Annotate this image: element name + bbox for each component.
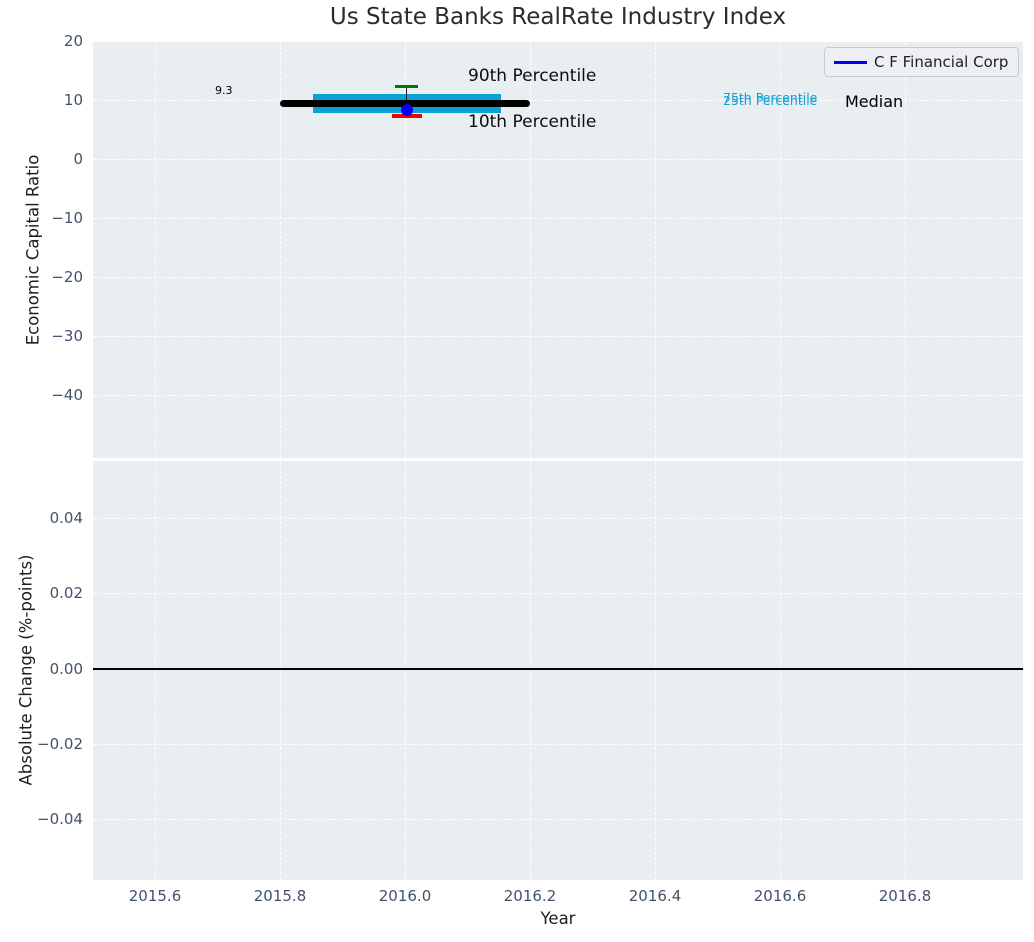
gridline-x-2016.4 (655, 461, 656, 880)
x-axis-label: Year (540, 909, 576, 928)
gridline-y-−10 (93, 217, 1023, 219)
x-tick-label: 2016.6 (753, 887, 807, 905)
bottom-axes (93, 461, 1023, 880)
annotation-90th-percentile: 90th Percentile (468, 66, 597, 86)
y-tick-label-bottom: −0.04 (37, 810, 83, 829)
y-tick-label-bottom: 0.02 (49, 584, 83, 603)
annotation-median-value: 9.3 (215, 84, 233, 97)
p90-cap (394, 84, 418, 89)
gridline-x-2016.0 (405, 42, 406, 458)
gridline-x-2016.8 (905, 461, 906, 880)
gridline-x-2016.2 (530, 461, 531, 880)
x-tick-label: 2016.8 (878, 887, 932, 905)
company-point (400, 103, 413, 116)
gridline-y-0.02 (93, 593, 1023, 595)
gridline-y-0 (93, 158, 1023, 160)
top-axes: 9.3 90th Percentile 10th Percentile 75th… (93, 42, 1023, 458)
gridline-x-2016.8 (905, 42, 906, 458)
gridline-x-2015.6 (155, 461, 156, 880)
y-tick-label-top: −10 (51, 208, 83, 227)
gridline-x-2016.2 (530, 42, 531, 458)
x-tick-label: 2015.8 (253, 887, 307, 905)
y-tick-label-top: −30 (51, 326, 83, 345)
x-tick-label: 2015.6 (128, 887, 182, 905)
y-tick-label-top: −40 (51, 385, 83, 404)
gridline-x-2016.6 (780, 461, 781, 880)
annotation-25th-percentile: 25th Percentile (723, 93, 818, 108)
y-tick-label-top: 0 (73, 149, 83, 168)
legend-label: C F Financial Corp (874, 53, 1009, 71)
chart-title: Us State Banks RealRate Industry Index (329, 4, 787, 30)
gridline-x-2015.6 (155, 42, 156, 458)
gridline-x-2015.8 (280, 42, 281, 458)
y-tick-label-top: −20 (51, 267, 83, 286)
gridline-y-−30 (93, 335, 1023, 337)
legend-line-icon (834, 61, 867, 64)
zero-line (93, 668, 1023, 670)
gridline-y-−40 (93, 394, 1023, 396)
x-tick-label: 2016.2 (503, 887, 557, 905)
y-axis-label-top: Economic Capital Ratio (23, 154, 43, 346)
y-tick-label-bottom: 0.04 (49, 508, 83, 527)
gridline-y-−0.04 (93, 819, 1023, 821)
y-tick-label-bottom: 0.00 (49, 659, 83, 678)
y-axis-label-bottom: Absolute Change (%-points) (16, 554, 36, 786)
y-tick-label-bottom: −0.02 (37, 734, 83, 753)
annotation-median: Median (845, 92, 904, 111)
x-tick-label: 2016.4 (628, 887, 682, 905)
p10-cap (392, 114, 422, 118)
gridline-y-0.04 (93, 517, 1023, 519)
gridline-x-2016.4 (655, 42, 656, 458)
gridline-y-−20 (93, 276, 1023, 278)
annotation-10th-percentile: 10th Percentile (468, 112, 597, 132)
gridline-y-10 (93, 99, 1023, 101)
legend: C F Financial Corp (824, 47, 1019, 77)
y-tick-label-top: 20 (63, 31, 83, 50)
gridline-x-2016.0 (405, 461, 406, 880)
x-tick-label: 2016.0 (378, 887, 432, 905)
whisker-line (405, 86, 408, 110)
gridline-x-2016.6 (780, 42, 781, 458)
y-tick-label-top: 10 (63, 90, 83, 109)
gridline-y-−0.02 (93, 743, 1023, 745)
gridline-x-2015.8 (280, 461, 281, 880)
annotation-75th-percentile: 75th Percentile (723, 90, 818, 105)
